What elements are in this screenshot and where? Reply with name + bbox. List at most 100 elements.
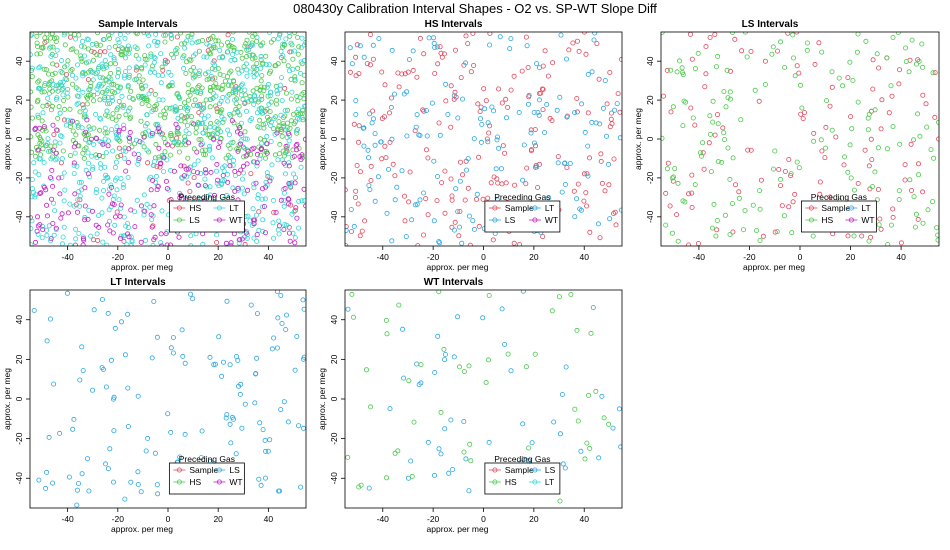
data-point: [115, 37, 121, 43]
data-point: [102, 125, 108, 131]
data-point: [132, 224, 138, 230]
data-point: [192, 89, 198, 95]
data-point: [185, 166, 191, 172]
data-point: [74, 487, 80, 493]
data-point: [460, 172, 466, 178]
data-point: [554, 107, 560, 113]
data-point: [172, 104, 178, 110]
data-point: [924, 124, 930, 130]
data-point: [149, 130, 155, 136]
panel-5: WT Intervals-40 -20 0 20 40-40-2002040approx…: [317, 277, 623, 534]
data-point: [119, 319, 125, 325]
data-point: [896, 81, 902, 87]
data-point: [258, 65, 264, 71]
data-point: [497, 34, 503, 40]
data-point: [298, 164, 304, 170]
data-point: [152, 234, 158, 240]
data-point: [217, 108, 223, 114]
data-point: [745, 147, 751, 153]
data-point: [211, 192, 217, 198]
data-point: [233, 451, 239, 457]
data-point: [77, 109, 83, 115]
data-point: [178, 163, 184, 169]
data-point: [34, 33, 40, 39]
data-point: [188, 233, 194, 239]
data-point: [474, 191, 480, 197]
data-point: [34, 51, 40, 57]
data-point: [263, 448, 269, 454]
data-point: [301, 57, 306, 63]
data-point: [285, 151, 291, 157]
data-point: [86, 87, 92, 93]
data-point: [244, 73, 250, 79]
data-point: [184, 114, 190, 120]
data-point: [804, 47, 810, 53]
data-point: [225, 127, 231, 133]
data-point: [224, 171, 230, 177]
data-point: [118, 235, 124, 241]
data-point: [225, 32, 231, 38]
data-point: [290, 56, 296, 62]
data-point: [121, 238, 127, 244]
data-point: [159, 208, 165, 214]
x-tick-label: -40: [377, 514, 390, 524]
data-point: [62, 76, 68, 82]
data-point: [298, 484, 304, 490]
data-point: [431, 218, 437, 224]
data-point: [183, 195, 189, 201]
y-tick-label: 0: [329, 396, 339, 401]
data-point: [102, 49, 108, 55]
legend-entry-label: Sample: [821, 203, 850, 213]
data-point: [262, 475, 268, 481]
data-point: [254, 311, 260, 317]
data-point: [175, 125, 181, 131]
data-point: [280, 53, 286, 59]
data-point: [100, 89, 106, 95]
data-point: [724, 67, 730, 73]
data-point: [293, 143, 299, 149]
data-point: [592, 32, 598, 36]
data-point: [285, 196, 291, 202]
data-point: [84, 101, 90, 107]
data-point: [583, 51, 589, 57]
panel-title: WT Intervals: [424, 277, 484, 288]
data-point: [293, 128, 299, 134]
data-point: [82, 203, 88, 209]
data-point: [248, 171, 254, 177]
data-point: [448, 83, 454, 89]
data-point: [221, 73, 227, 79]
data-point: [351, 121, 357, 127]
data-point: [49, 167, 55, 173]
data-point: [61, 98, 67, 104]
data-point: [158, 240, 164, 246]
data-point: [48, 238, 54, 244]
data-point: [226, 158, 232, 164]
y-tick-label: 40: [645, 56, 655, 66]
data-point: [210, 90, 216, 96]
data-point: [618, 207, 622, 213]
data-point: [86, 488, 92, 494]
data-point: [280, 148, 286, 154]
data-point: [251, 159, 257, 165]
data-point: [40, 110, 46, 116]
data-point: [896, 197, 902, 203]
data-point: [85, 95, 91, 101]
data-point: [251, 145, 257, 151]
data-point: [142, 53, 148, 59]
data-point: [429, 100, 435, 106]
data-point: [105, 143, 111, 149]
data-point: [302, 198, 306, 204]
data-point: [707, 35, 713, 41]
data-point: [294, 215, 300, 221]
data-point: [278, 49, 284, 55]
data-point: [727, 96, 733, 102]
data-point: [100, 239, 106, 245]
data-point: [845, 75, 851, 81]
data-point: [80, 38, 86, 44]
data-point: [782, 65, 788, 71]
data-point: [277, 82, 283, 88]
data-point: [192, 97, 198, 103]
data-point: [32, 153, 38, 159]
data-point: [417, 35, 423, 41]
data-point: [122, 496, 128, 502]
